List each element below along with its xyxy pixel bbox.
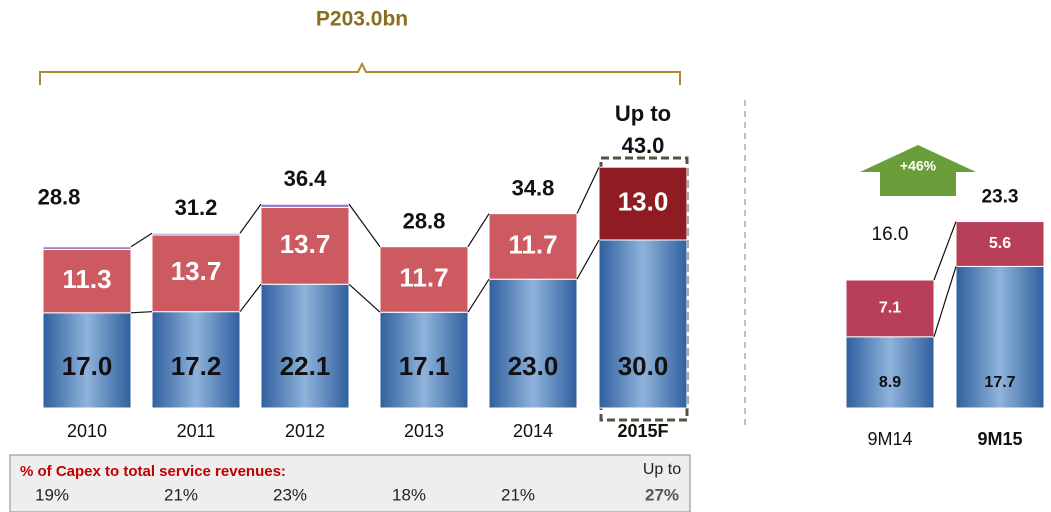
x-tick-label: 2011 <box>177 421 216 441</box>
total-label: 28.8 <box>403 209 446 234</box>
x-tick-label: 9M14 <box>867 429 912 449</box>
bar-segment <box>151 311 241 409</box>
bar-segment <box>42 246 132 251</box>
total-label: 23.3 <box>982 187 1019 208</box>
value-label: 11.7 <box>508 229 557 259</box>
bar-segment <box>488 213 578 280</box>
x-tick-label: 2014 <box>513 421 553 441</box>
total-label: 31.2 <box>175 195 218 220</box>
x-tick-label: 2010 <box>67 421 107 441</box>
bar-segment <box>260 283 350 409</box>
growth-label: +46% <box>900 158 937 174</box>
capex-value: 19% <box>35 485 69 504</box>
connector <box>239 283 262 313</box>
brace-label: P203.0bn <box>316 8 408 31</box>
growth-arrow <box>860 145 976 196</box>
value-label: 11.3 <box>62 264 111 294</box>
bar-segment <box>379 311 469 409</box>
connector <box>576 166 600 214</box>
value-label: 11.7 <box>399 262 448 292</box>
bar-segment <box>260 207 350 285</box>
connector <box>467 213 490 248</box>
value-label: 7.1 <box>879 300 901 317</box>
x-tick-label: 2012 <box>285 421 325 441</box>
bar-segment <box>488 278 578 409</box>
value-label: 13.0 <box>618 186 669 216</box>
value-label: 17.1 <box>399 351 450 381</box>
bar-segment <box>845 279 935 338</box>
bar-segment <box>260 203 350 209</box>
value-label: 23.0 <box>508 351 559 381</box>
value-label: 8.9 <box>879 374 901 391</box>
bar-segment <box>379 246 469 313</box>
bar-segment <box>955 221 1045 267</box>
total-label: 16.0 <box>872 224 909 245</box>
connector <box>576 239 600 280</box>
total-label: 36.4 <box>284 166 328 191</box>
capex-value: 21% <box>501 485 535 504</box>
total-label: 28.8 <box>38 185 81 210</box>
value-label: 30.0 <box>618 351 669 381</box>
bar-segment <box>598 166 688 241</box>
capex-value: 27% <box>645 485 679 504</box>
value-label: 22.1 <box>280 351 331 381</box>
bar-segment <box>598 239 688 409</box>
capex-note: Up to <box>643 461 681 478</box>
connector <box>130 311 153 314</box>
capex-table <box>9 454 691 512</box>
total-note: Up to <box>615 101 671 126</box>
bar-segment <box>42 249 132 314</box>
bar-segment <box>955 265 1045 409</box>
value-label: 5.6 <box>989 235 1011 252</box>
capex-value: 23% <box>273 485 307 504</box>
capex-value: 18% <box>392 485 426 504</box>
total-label: 34.8 <box>512 175 555 200</box>
value-label: 13.7 <box>280 229 331 259</box>
connector <box>933 221 957 281</box>
x-tick-label: 2015F <box>617 421 668 441</box>
value-label: 17.7 <box>984 374 1015 391</box>
bar-segment <box>151 234 241 313</box>
bar-segment <box>845 336 935 409</box>
value-label: 17.0 <box>62 351 113 381</box>
capex-title: % of Capex to total service revenues: <box>20 463 286 480</box>
x-tick-label: 2013 <box>404 421 444 441</box>
connector <box>348 203 381 248</box>
capex-value: 21% <box>164 485 198 504</box>
value-label: 13.7 <box>171 256 222 286</box>
connector <box>467 278 490 313</box>
connector <box>933 266 957 337</box>
connector <box>130 232 153 248</box>
bar-segment <box>151 232 241 236</box>
value-label: 17.2 <box>171 351 222 381</box>
brace <box>39 61 681 85</box>
connector <box>348 283 381 313</box>
x-tick-label: 9M15 <box>977 429 1022 449</box>
total-label: 43.0 <box>622 133 665 158</box>
connector <box>239 203 262 234</box>
